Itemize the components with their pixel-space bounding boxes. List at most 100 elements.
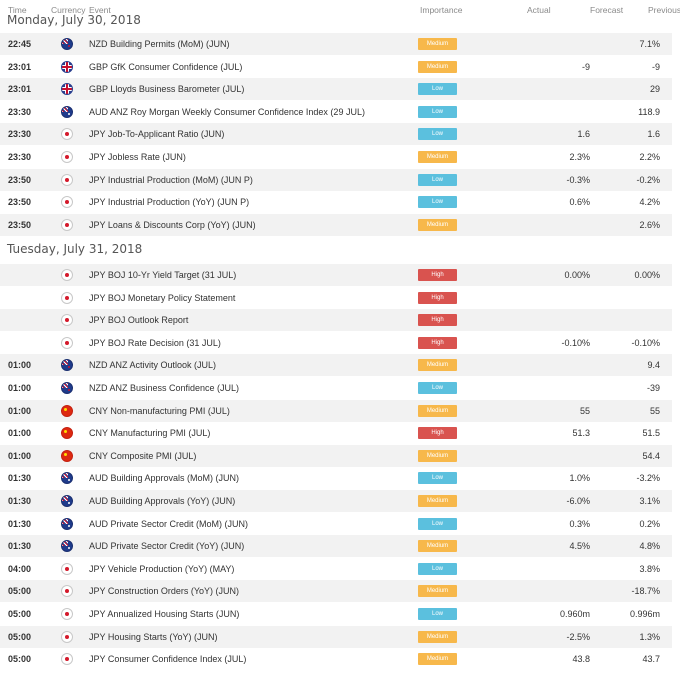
event-time: 23:01 [8,84,32,95]
jp-flag-icon [61,196,73,209]
event-time: 22:45 [8,39,32,49]
event-row[interactable]: JPY BOJ 10-Yr Yield Target (31 JUL) High 0… [0,264,672,286]
event-time: 05:00 [8,586,32,597]
event-row[interactable]: 23:50 JPY Loans & Discounts Corp (YoY) (J… [0,213,672,236]
previous-value: 55 [649,405,660,416]
previous-value: 2.6% [639,219,660,230]
previous-value: 3.1% [639,496,660,506]
event-name[interactable]: GBP Lloyds Business Barometer (JUL) [89,84,245,95]
event-row[interactable]: 23:01 GBP GfK Consumer Confidence (JUL) Me… [0,56,672,78]
column-currency: Currency [51,5,86,15]
event-row[interactable]: 01:00 CNY Non-manufacturing PMI (JUL) Medi… [0,399,672,422]
event-row[interactable]: 01:30 AUD Building Approvals (YoY) (JUN) M… [0,490,672,512]
event-row[interactable]: 23:50 JPY Industrial Production (YoY) (JU… [0,191,672,213]
importance-badge: Low [418,128,457,141]
event-name[interactable]: JPY Vehicle Production (YoY) (MAY) [89,563,235,574]
jp-flag-icon [61,269,73,281]
event-row[interactable]: 01:30 AUD Private Sector Credit (MoM) (JU… [0,513,672,535]
au-flag-icon [61,495,73,507]
jp-flag-icon [61,630,73,643]
forecast-value: 4.5% [569,541,590,552]
event-name[interactable]: CNY Non-manufacturing PMI (JUL) [89,405,230,416]
event-row[interactable]: 01:00 NZD ANZ Business Confidence (JUL) Lo… [0,377,672,399]
event-name[interactable]: GBP GfK Consumer Confidence (JUL) [89,61,243,72]
importance-badge: Medium [418,495,457,507]
jp-flag-icon [61,562,73,575]
forecast-value: 0.00% [564,270,590,280]
event-name[interactable]: JPY BOJ 10-Yr Yield Target (31 JUL) [89,270,237,280]
event-name[interactable]: CNY Manufacturing PMI (JUL) [89,428,211,439]
event-row[interactable]: 01:30 AUD Private Sector Credit (YoY) (JU… [0,535,672,558]
previous-value: 0.2% [639,518,660,529]
event-row[interactable]: 23:30 JPY Job-To-Applicant Ratio (JUN) Low… [0,123,672,146]
event-name[interactable]: JPY Industrial Production (YoY) (JUN P) [89,197,250,208]
event-row[interactable]: 01:00 NZD ANZ Activity Outlook (JUL) Mediu… [0,354,672,377]
day-header: Monday, July 30, 2018 [7,13,141,27]
event-name[interactable]: JPY BOJ Monetary Policy Statement [89,292,236,303]
gb-flag-icon [61,83,73,96]
event-row[interactable]: 04:00 JPY Vehicle Production (YoY) (MAY) L… [0,558,672,580]
event-name[interactable]: AUD Private Sector Credit (YoY) (JUN) [89,541,245,552]
importance-badge: Medium [418,218,457,231]
event-time: 01:00 [8,360,32,371]
importance-badge: Medium [418,540,457,553]
event-name[interactable]: JPY Job-To-Applicant Ratio (JUN) [89,129,225,140]
event-name[interactable]: CNY Composite PMI (JUL) [89,450,197,461]
event-row[interactable]: 23:01 GBP Lloyds Business Barometer (JUL)… [0,78,672,101]
event-time: 01:30 [8,518,32,529]
event-name[interactable]: NZD ANZ Business Confidence (JUL) [89,383,240,393]
jp-flag-icon [61,608,73,620]
event-name[interactable]: NZD Building Permits (MoM) (JUN) [89,39,230,49]
event-name[interactable]: JPY BOJ Outlook Report [89,315,189,326]
importance-badge: Medium [418,630,457,643]
event-row[interactable]: 01:00 CNY Manufacturing PMI (JUL) High 51.3… [0,422,672,444]
importance-badge: High [418,314,457,327]
importance-badge: Medium [418,38,457,50]
event-row[interactable]: 05:00 JPY Housing Starts (YoY) (JUN) Mediu… [0,625,672,648]
event-time: 23:50 [8,174,32,185]
event-name[interactable]: JPY Loans & Discounts Corp (YoY) (JUN) [89,219,256,230]
event-time: 23:01 [8,61,32,72]
previous-value: 29 [649,84,660,95]
column-importance: Importance [420,5,463,15]
event-name[interactable]: JPY Jobless Rate (JUN) [89,152,186,162]
importance-badge: Low [418,562,457,575]
event-row[interactable]: 22:45 NZD Building Permits (MoM) (JUN) Med… [0,33,672,55]
event-row[interactable]: 05:00 JPY Construction Orders (YoY) (JUN)… [0,580,672,603]
event-row[interactable]: 23:50 JPY Industrial Production (MoM) (JU… [0,168,672,191]
event-name[interactable]: JPY Annualized Housing Starts (JUN) [89,609,240,619]
event-time: 01:30 [8,541,32,552]
event-row[interactable]: 01:00 CNY Composite PMI (JUL) Medium 54.4 [0,444,672,467]
column-time: Time [8,5,27,15]
nz-flag-icon [61,38,73,50]
event-name[interactable]: JPY Industrial Production (MoM) (JUN P) [89,174,253,185]
event-name[interactable]: AUD Building Approvals (YoY) (JUN) [89,496,236,506]
event-name[interactable]: JPY Housing Starts (YoY) (JUN) [89,631,218,642]
importance-badge: Low [418,105,457,118]
event-name[interactable]: AUD Building Approvals (MoM) (JUN) [89,473,240,484]
event-row[interactable]: JPY BOJ Outlook Report High [0,309,672,332]
previous-value: 4.8% [639,541,660,552]
previous-value: 4.2% [639,197,660,208]
event-row[interactable]: JPY BOJ Monetary Policy Statement High [0,287,672,309]
importance-badge: Medium [418,359,457,372]
importance-badge: Medium [418,151,457,163]
au-flag-icon [61,105,73,118]
event-name[interactable]: JPY BOJ Rate Decision (31 JUL) [89,337,221,348]
event-time: 01:30 [8,473,32,484]
event-row[interactable]: JPY BOJ Rate Decision (31 JUL) High -0.10%… [0,332,672,354]
jp-flag-icon [61,336,73,349]
event-row[interactable]: 05:00 JPY Annualized Housing Starts (JUN)… [0,603,672,625]
event-name[interactable]: JPY Consumer Confidence Index (JUL) [89,654,247,665]
event-name[interactable]: AUD ANZ Roy Morgan Weekly Consumer Confi… [89,106,365,117]
event-row[interactable]: 05:00 JPY Consumer Confidence Index (JUL)… [0,648,672,670]
event-row[interactable]: 01:30 AUD Building Approvals (MoM) (JUN) L… [0,467,672,489]
event-name[interactable]: AUD Private Sector Credit (MoM) (JUN) [89,518,249,529]
event-name[interactable]: NZD ANZ Activity Outlook (JUL) [89,360,217,371]
event-name[interactable]: JPY Construction Orders (YoY) (JUN) [89,586,240,597]
previous-value: 54.4 [642,450,660,461]
event-row[interactable]: 23:30 AUD ANZ Roy Morgan Weekly Consumer … [0,101,672,123]
previous-value: -0.2% [636,174,660,185]
event-time: 23:30 [8,106,32,117]
event-row[interactable]: 23:30 JPY Jobless Rate (JUN) Medium 2.3% 2.2… [0,146,672,168]
